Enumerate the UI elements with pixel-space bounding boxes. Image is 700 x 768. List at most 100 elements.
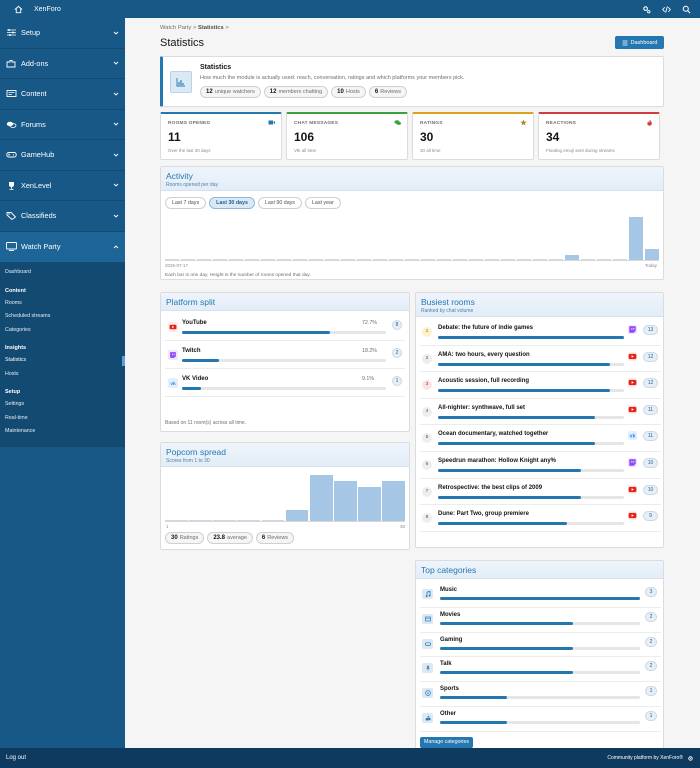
twitch-icon bbox=[628, 458, 637, 467]
sidebar-link-rooms[interactable]: Rooms bbox=[5, 299, 22, 306]
category-name[interactable]: Movies bbox=[440, 611, 461, 618]
sidebar-link-scheduled-streams[interactable]: Scheduled streams bbox=[5, 313, 51, 319]
category-row[interactable]: Talk 2 bbox=[420, 657, 661, 683]
search-icon[interactable] bbox=[678, 1, 694, 17]
busiest-header: Busiest rooms Ranked by chat volume bbox=[416, 293, 663, 317]
chart-bar-empty bbox=[356, 259, 372, 260]
sidebar-link-categories[interactable]: Categories bbox=[5, 326, 31, 333]
stat-note: Vtk all time bbox=[294, 148, 317, 153]
sidebar-link-dashboard[interactable]: Dashboard bbox=[5, 269, 31, 275]
pill-value: 6 bbox=[374, 89, 379, 95]
room-volume-track bbox=[438, 469, 624, 472]
room-row[interactable]: 5 Ocean documentary, watched together vk 11 bbox=[420, 425, 661, 452]
popcorn-chart bbox=[165, 471, 405, 522]
room-row[interactable]: 6 Speedrun marathon: Hollow Knight any% 10 bbox=[420, 452, 661, 479]
sliders-icon bbox=[6, 28, 17, 37]
breadcrumb-parent[interactable]: Watch Party bbox=[160, 25, 192, 31]
category-row[interactable]: Sports 1 bbox=[420, 682, 661, 707]
sidebar-link-hosts[interactable]: Hosts bbox=[5, 370, 19, 377]
room-name[interactable]: All-nighter: synthwave, full set bbox=[438, 404, 526, 411]
room-row[interactable]: 8 Dune: Part Two, group premiere 9 bbox=[420, 505, 661, 532]
category-share-fill bbox=[440, 671, 574, 675]
popcorn-spread-card: Popcorn spread Scores from 1 to 30 1 30 … bbox=[160, 442, 410, 550]
shapes-icon bbox=[422, 713, 433, 723]
category-share-track bbox=[440, 597, 640, 600]
platform-count-badge: 2 bbox=[392, 348, 402, 358]
chart-bar bbox=[382, 480, 405, 521]
category-name[interactable]: Other bbox=[440, 711, 457, 717]
range-button-last-7-days[interactable]: Last 7 days bbox=[165, 197, 207, 209]
category-share-fill bbox=[440, 696, 507, 700]
room-name[interactable]: Speedrun marathon: Hollow Knight any% bbox=[438, 458, 557, 464]
chevron-down-icon bbox=[113, 31, 119, 35]
room-name[interactable]: Retrospective: the best clips of 2009 bbox=[438, 484, 543, 491]
logout-link[interactable]: Log out bbox=[6, 755, 27, 761]
top-bar: XenForo bbox=[0, 0, 700, 18]
sidebar-section-add-ons[interactable]: Add-ons bbox=[0, 49, 125, 79]
room-row[interactable]: 7 Retrospective: the best clips of 2009 10 bbox=[420, 479, 661, 506]
category-name[interactable]: Music bbox=[440, 587, 458, 593]
community-platform-link[interactable]: Community platform by XenForo® bbox=[607, 755, 683, 761]
chart-bar bbox=[358, 486, 381, 521]
chart-bar-empty bbox=[276, 259, 292, 260]
category-row[interactable]: Gaming 2 bbox=[420, 633, 661, 658]
rank-badge: 1 bbox=[422, 327, 432, 337]
home-icon[interactable] bbox=[10, 1, 26, 17]
intro-description: How much the module is actually used: re… bbox=[200, 75, 465, 81]
platform-name: VK Video bbox=[182, 376, 209, 382]
tv-icon bbox=[6, 242, 17, 252]
sidebar-link-real-time[interactable]: Real-time bbox=[5, 414, 28, 421]
rank-badge: 8 bbox=[422, 513, 432, 524]
twitch-icon bbox=[168, 350, 178, 360]
topcats-title: Top categories bbox=[421, 565, 477, 575]
stat-pill: 12 unique watchers bbox=[200, 86, 261, 98]
brand-name[interactable]: XenForo bbox=[34, 5, 61, 13]
category-name[interactable]: Gaming bbox=[440, 636, 463, 643]
category-name[interactable]: Talk bbox=[440, 661, 452, 668]
sidebar-link-settings[interactable]: Settings bbox=[5, 401, 25, 407]
dashboard-button-label: Dashboard bbox=[630, 39, 658, 46]
sidebar-section-label: Watch Party bbox=[21, 242, 61, 252]
sidebar: Setup Add-ons Content Forums GameHub XenLevel… bbox=[0, 18, 125, 748]
breadcrumb-current[interactable]: Statistics bbox=[197, 25, 224, 31]
range-button-last-90-days[interactable]: Last 90 days bbox=[257, 197, 302, 209]
sidebar-section-setup[interactable]: Setup bbox=[0, 18, 125, 49]
chart-bar-empty bbox=[196, 259, 212, 260]
category-name[interactable]: Sports bbox=[440, 686, 460, 693]
stat-pill: 30 Ratings bbox=[165, 532, 205, 544]
room-row[interactable]: 4 All-nighter: synthwave, full set 11 bbox=[420, 399, 661, 426]
room-name[interactable]: Debate: the future of indie games bbox=[438, 325, 534, 331]
room-name[interactable]: AMA: two hours, every question bbox=[438, 351, 530, 358]
chart-bar-empty bbox=[260, 259, 276, 260]
category-row[interactable]: Music 3 bbox=[420, 583, 661, 608]
cogs-icon[interactable] bbox=[638, 1, 654, 17]
room-name[interactable]: Acoustic session, full recording bbox=[438, 378, 530, 385]
chart-bar-empty bbox=[212, 259, 228, 260]
dashboard-button[interactable]: Dashboard bbox=[615, 36, 664, 49]
sidebar-section-xenlevel[interactable]: XenLevel bbox=[0, 171, 125, 201]
room-name[interactable]: Ocean documentary, watched together bbox=[438, 431, 549, 438]
range-button-last-year[interactable]: Last year bbox=[304, 197, 341, 209]
code-icon[interactable] bbox=[658, 1, 674, 17]
manage-categories-button[interactable]: Manage categories bbox=[420, 737, 474, 748]
sidebar-section-gamehub[interactable]: GameHub bbox=[0, 140, 125, 171]
breadcrumb: Watch Party > Statistics > bbox=[160, 25, 229, 31]
range-button-last-30-days[interactable]: Last 30 days bbox=[209, 197, 255, 209]
room-row[interactable]: 1 Debate: the future of indie games 13 bbox=[420, 319, 661, 346]
chevron-down-icon bbox=[113, 214, 119, 218]
sidebar-section-watch-party[interactable]: Watch Party bbox=[0, 231, 125, 262]
sidebar-section-forums[interactable]: Forums bbox=[0, 110, 125, 140]
room-name[interactable]: Dune: Part Two, group premiere bbox=[438, 511, 529, 518]
sidebar-link-statistics[interactable]: Statistics bbox=[0, 354, 125, 368]
room-row[interactable]: 3 Acoustic session, full recording 12 bbox=[420, 372, 661, 399]
category-row[interactable]: Other 1 bbox=[420, 707, 661, 732]
topcats-header: Top categories bbox=[416, 561, 663, 579]
svg-text:vk: vk bbox=[170, 381, 176, 387]
sidebar-link-maintenance[interactable]: Maintenance bbox=[5, 428, 36, 434]
room-row[interactable]: 2 AMA: two hours, every question 12 bbox=[420, 346, 661, 373]
sidebar-section-content[interactable]: Content bbox=[0, 79, 125, 110]
sidebar-section-classifieds[interactable]: Classifieds bbox=[0, 201, 125, 232]
gear-icon[interactable] bbox=[687, 755, 694, 762]
stat-label: REACTIONS bbox=[546, 121, 577, 126]
category-row[interactable]: Movies 2 bbox=[420, 608, 661, 633]
